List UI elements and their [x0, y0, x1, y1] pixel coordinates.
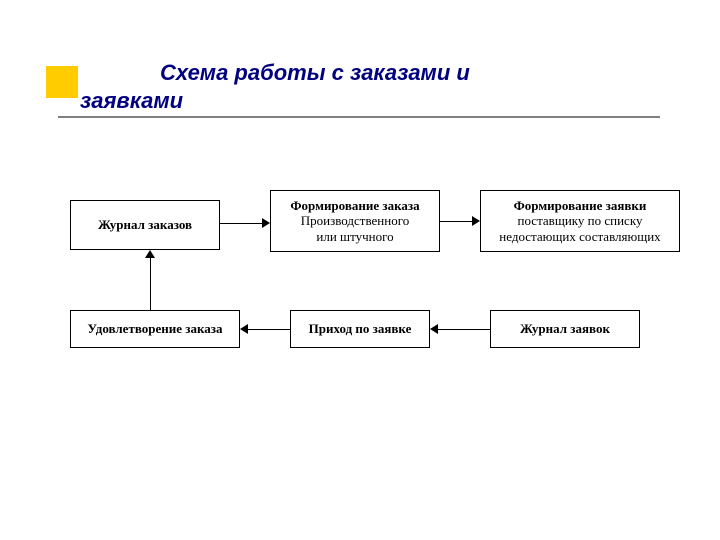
flow-node-text: Журнал заказов: [98, 217, 192, 233]
flow-node-text: или штучного: [316, 229, 393, 245]
flow-edge: [440, 221, 472, 222]
arrow-head-icon: [240, 324, 248, 334]
flow-node-n2: Формирование заказаПроизводственногоили …: [270, 190, 440, 252]
flow-edge: [438, 329, 490, 330]
arrow-head-icon: [145, 250, 155, 258]
flow-edge: [220, 223, 262, 224]
flow-node-text: Формирование заказа: [290, 198, 419, 214]
flow-node-text: Формирование заявки: [514, 198, 647, 214]
flow-node-text: поставщику по списку: [518, 213, 643, 229]
arrow-head-icon: [472, 216, 480, 226]
flow-node-text: Производственного: [301, 213, 409, 229]
flow-node-n3: Формирование заявкипоставщику по спискун…: [480, 190, 680, 252]
arrow-head-icon: [430, 324, 438, 334]
flow-node-n6: Журнал заявок: [490, 310, 640, 348]
flow-edge: [150, 258, 151, 310]
flow-node-text: Журнал заявок: [520, 321, 610, 337]
title-decor-square: [46, 66, 78, 98]
title-underline: [58, 116, 660, 118]
title-line2: заявками: [80, 88, 183, 114]
flow-node-n1: Журнал заказов: [70, 200, 220, 250]
flow-node-n5: Приход по заявке: [290, 310, 430, 348]
arrow-head-icon: [262, 218, 270, 228]
flow-node-text: Удовлетворение заказа: [87, 321, 222, 337]
flow-node-text: Приход по заявке: [309, 321, 412, 337]
flow-edge: [248, 329, 290, 330]
flow-node-n4: Удовлетворение заказа: [70, 310, 240, 348]
title-line1: Схема работы с заказами и: [160, 60, 470, 86]
flow-node-text: недостающих составляющих: [499, 229, 660, 245]
